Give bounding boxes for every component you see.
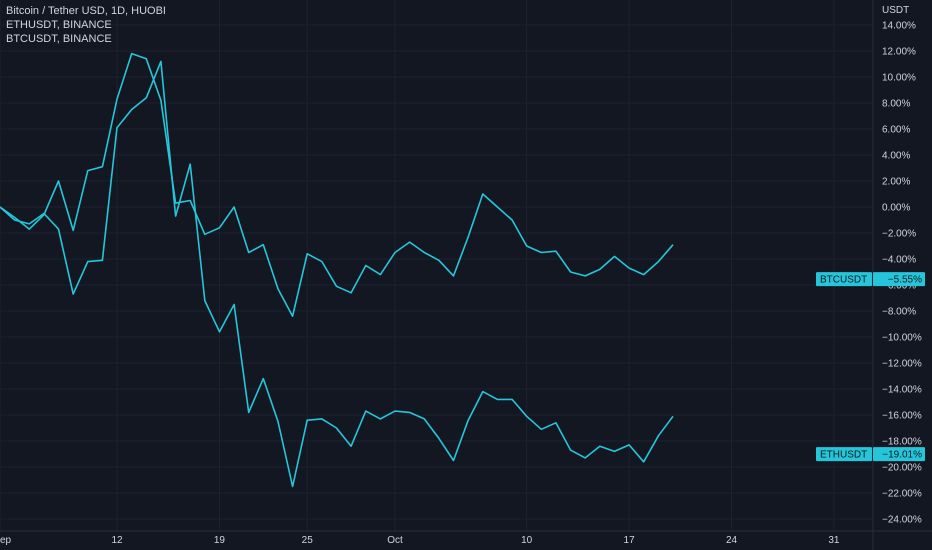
x-tick-label: Oct [387, 535, 403, 546]
y-tick-label: 12.00% [882, 47, 916, 58]
y-tick-label: −16.00% [882, 411, 922, 422]
y-tick-label: −14.00% [882, 385, 922, 396]
y-tick-label: −24.00% [882, 515, 922, 526]
series-line-ethusdt[interactable] [0, 60, 674, 488]
series-lines [0, 52, 674, 488]
y-tick-label: −4.00% [882, 255, 916, 266]
y-tick-label: 8.00% [882, 99, 910, 110]
x-tick-label: ep [0, 535, 12, 546]
series-name-tag [816, 447, 872, 462]
series-value-text: −5.55% [888, 275, 922, 286]
last-value-label-ethusdt: ETHUSDT −19.01% [816, 447, 925, 462]
x-tick-label: 19 [214, 535, 226, 546]
time-scale[interactable]: ep 12 19 25 Oct 10 17 24 31 [0, 535, 840, 546]
y-tick-label: −12.00% [882, 359, 922, 370]
last-value-label-btcusdt: BTCUSDT −5.55% [816, 272, 925, 287]
legend-series-btc[interactable]: BTCUSDT, BINANCE [6, 33, 112, 45]
x-tick-label: 31 [828, 535, 840, 546]
y-tick-label: 6.00% [882, 125, 910, 136]
series-value-text: −19.01% [882, 450, 922, 461]
x-tick-label: 10 [521, 535, 533, 546]
series-name-text: ETHUSDT [820, 450, 867, 461]
x-tick-label: 25 [302, 535, 314, 546]
legend-main-symbol[interactable]: Bitcoin / Tether USD, 1D, HUOBI [6, 5, 166, 17]
y-tick-label: 14.00% [882, 21, 916, 32]
y-tick-label: −10.00% [882, 333, 922, 344]
y-tick-label: −22.00% [882, 489, 922, 500]
series-name-tag [816, 272, 872, 287]
x-tick-label: 12 [111, 535, 123, 546]
last-value-labels: BTCUSDT −5.55% ETHUSDT −19.01% [816, 272, 925, 462]
x-tick-label: 17 [624, 535, 636, 546]
chart-legend: Bitcoin / Tether USD, 1D, HUOBI ETHUSDT,… [6, 4, 166, 46]
y-tick-label: 10.00% [882, 73, 916, 84]
y-tick-label: 0.00% [882, 203, 910, 214]
y-tick-label: −2.00% [882, 229, 916, 240]
series-name-text: BTCUSDT [820, 275, 867, 286]
series-value-tag [873, 272, 925, 287]
y-tick-label: −20.00% [882, 463, 922, 474]
y-tick-label: 4.00% [882, 151, 910, 162]
series-line-btcusdt[interactable] [0, 52, 674, 318]
y-tick-label: 2.00% [882, 177, 910, 188]
y-axis-unit: USDT [882, 5, 909, 16]
y-tick-label: −18.00% [882, 437, 922, 448]
series-value-tag [873, 447, 925, 462]
legend-series-eth[interactable]: ETHUSDT, BINANCE [6, 19, 112, 31]
y-tick-label: −8.00% [882, 307, 916, 318]
x-tick-label: 24 [726, 535, 738, 546]
